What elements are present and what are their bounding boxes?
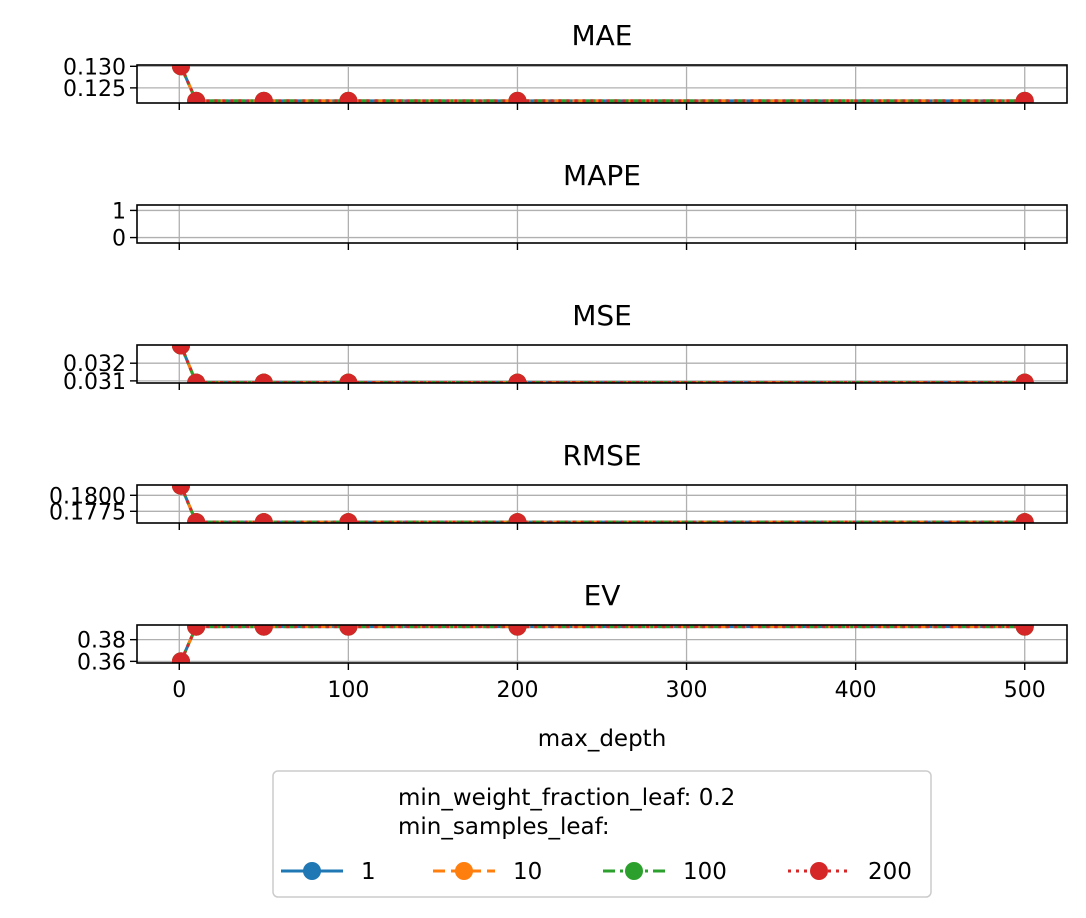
legend: min_weight_fraction_leaf: 0.2 min_samples… (272, 770, 932, 898)
data-point-200 (171, 652, 190, 663)
data-point-200 (187, 91, 206, 103)
series-line-1 (179, 485, 1025, 523)
x-tick-label: 100 (327, 678, 369, 703)
data-point-200 (339, 513, 358, 523)
panel-ev: 0.360.38 EV 0 100 200 300 400 500 max_depth (77, 579, 1068, 752)
series-line-200 (179, 345, 1025, 383)
x-tick-label: 0 (172, 678, 186, 703)
axes-frame (136, 64, 1068, 104)
data-point-200 (1015, 91, 1034, 103)
legend-label-10: 10 (513, 859, 542, 885)
data-point-200 (254, 91, 273, 103)
data-point-200 (171, 485, 190, 495)
panel-title: MAE (571, 19, 632, 52)
series-group (171, 625, 1034, 663)
y-tick-label: 0.130 (63, 55, 126, 80)
series-line-1 (179, 65, 1025, 103)
data-point-200 (171, 345, 190, 355)
axes-frame (136, 204, 1068, 244)
series-line-200 (179, 625, 1025, 662)
axes-frame (136, 624, 1068, 664)
panel-title: EV (584, 579, 621, 612)
series-line-10 (179, 65, 1025, 103)
x-tick-label: 200 (496, 678, 538, 703)
legend-marker-200 (810, 862, 828, 880)
y-tick-label: 1 (112, 199, 126, 224)
data-point-200 (187, 625, 206, 636)
series-line-10 (179, 485, 1025, 523)
data-point-200 (1015, 373, 1034, 383)
y-tick-label: 0.38 (77, 629, 126, 654)
panel-title: MSE (572, 299, 632, 332)
series-line-10 (179, 345, 1025, 383)
data-point-200 (187, 373, 206, 383)
legend-title-line: min_weight_fraction_leaf: 0.2 (398, 785, 735, 811)
series-line-1 (179, 345, 1025, 383)
data-point-200 (508, 625, 527, 636)
data-point-200 (508, 373, 527, 383)
series-line-100 (179, 625, 1025, 662)
y-tick-label: 0.031 (63, 370, 126, 395)
series-line-1 (179, 625, 1025, 662)
x-tick-label: 400 (835, 678, 877, 703)
x-tick-label: 300 (666, 678, 708, 703)
x-axis-label: max_depth (538, 726, 667, 752)
data-point-200 (254, 625, 273, 636)
legend-marker-1 (303, 862, 321, 880)
series-line-100 (179, 65, 1025, 103)
series-line-100 (179, 345, 1025, 383)
panel-title: MAPE (563, 159, 641, 192)
panel-mape: 0 1 MAPE (112, 159, 1068, 252)
series-group (171, 65, 1034, 103)
series-group (171, 485, 1034, 523)
data-point-200 (508, 513, 527, 523)
y-tick-label: 0 (112, 227, 126, 252)
legend-label-1: 1 (361, 859, 376, 885)
legend-marker-10 (455, 862, 473, 880)
data-point-200 (1015, 513, 1034, 523)
legend-marker-100 (625, 862, 643, 880)
series-line-10 (179, 625, 1025, 662)
data-point-200 (508, 91, 527, 103)
x-tick-label: 500 (1004, 678, 1046, 703)
data-point-200 (171, 65, 190, 76)
series-line-200 (179, 65, 1025, 103)
panel-title: RMSE (562, 439, 641, 472)
legend-box (272, 770, 932, 898)
y-tick-label: 0.125 (63, 77, 126, 102)
axes-frame (136, 344, 1068, 384)
legend-label-200: 200 (868, 859, 912, 885)
data-point-200 (339, 91, 358, 103)
y-tick-label: 0.36 (77, 650, 126, 675)
data-point-200 (187, 513, 206, 523)
data-point-200 (254, 513, 273, 523)
legend-label-100: 100 (683, 859, 727, 885)
legend-title-line: min_samples_leaf: (398, 814, 610, 840)
data-point-200 (254, 373, 273, 383)
series-line-200 (179, 485, 1025, 523)
data-point-200 (339, 625, 358, 636)
y-tick-label: 0.032 (63, 352, 126, 377)
series-line-100 (179, 485, 1025, 523)
y-tick-label: 0.1800 (49, 484, 126, 509)
y-tick-label: 0.1775 (49, 500, 126, 525)
data-point-200 (339, 373, 358, 383)
data-point-200 (1015, 625, 1034, 636)
axes-frame (136, 484, 1068, 524)
